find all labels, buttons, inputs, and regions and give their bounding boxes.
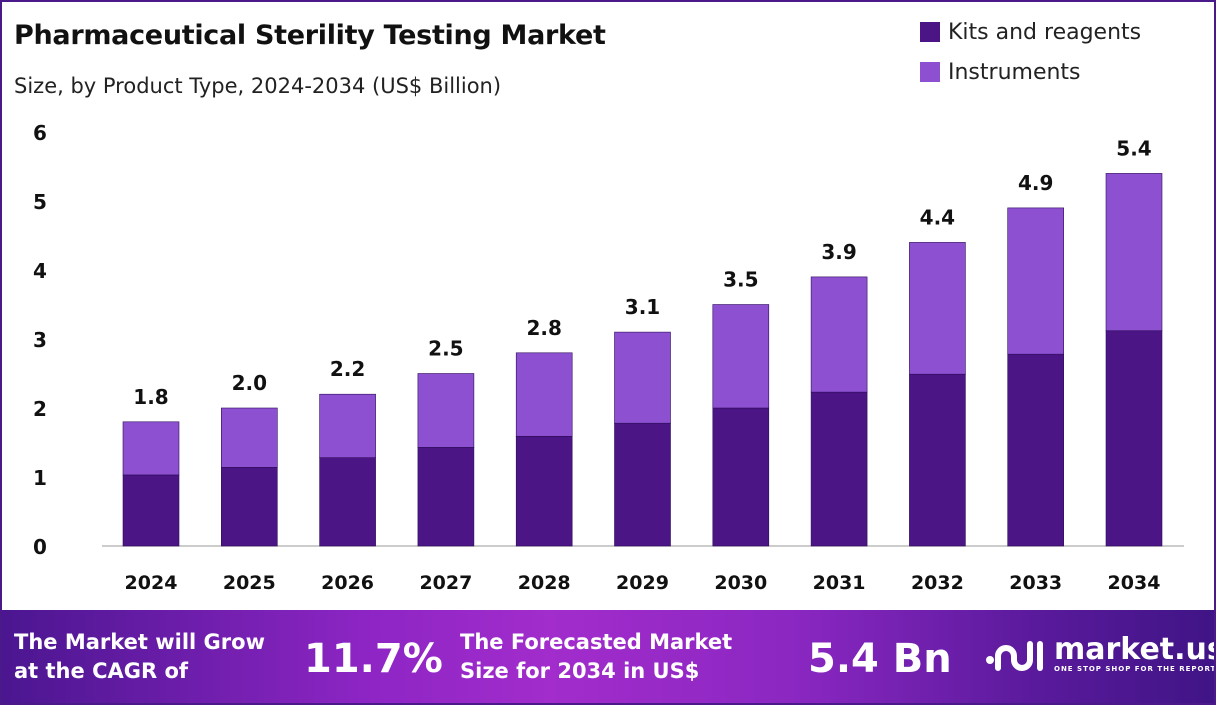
bar-kits-2025: [221, 467, 278, 547]
y-tick-label: 3: [33, 328, 47, 352]
logo-tagline: ONE STOP SHOP FOR THE REPORTS: [1054, 665, 1216, 673]
x-tick-label: 2029: [616, 572, 669, 594]
cagr-line-1: The Market will Grow: [14, 630, 265, 654]
bar-kits-2027: [417, 447, 475, 547]
legend-swatch-instruments: [920, 62, 940, 82]
y-tick-label: 2: [33, 397, 47, 421]
total-label-2033: 4.9: [1018, 171, 1053, 195]
bar-instruments-2028: [515, 352, 573, 437]
bar-kits-2031: [810, 391, 868, 547]
x-tick-label: 2028: [518, 572, 571, 594]
cagr-value: 11.7%: [304, 636, 443, 682]
bar-kits-2024: [122, 474, 180, 547]
y-tick-label: 0: [33, 535, 47, 559]
bar-chart: 0 1 2 3 4 5 6 1.8 2024 2.0 2025 2.2 2026 2.5 2027 2.8 20…: [33, 121, 1184, 594]
bar-kits-2030: [712, 407, 770, 547]
forecast-value: 5.4 Bn: [808, 636, 952, 682]
total-label-2032: 4.4: [920, 205, 955, 229]
x-tick-label: 2026: [321, 572, 374, 594]
bar-instruments-2026: [319, 393, 376, 458]
total-label-2034: 5.4: [1116, 136, 1151, 160]
x-tick-label: 2032: [911, 572, 964, 594]
total-label-2024: 1.8: [133, 385, 168, 409]
total-label-2028: 2.8: [526, 316, 561, 340]
logo-name: market.us: [1054, 632, 1216, 667]
total-label-2026: 2.2: [330, 357, 365, 381]
bar-kits-2026: [319, 457, 376, 547]
x-tick-label: 2024: [125, 572, 178, 594]
forecast-text: The Forecasted Market Size for 2034 in U…: [460, 628, 732, 686]
legend: Kits and reagents Instruments: [920, 12, 1141, 92]
market-us-logo-icon: [986, 641, 1043, 671]
bar-instruments-2033: [1007, 207, 1065, 355]
market-us-logo: market.us ONE STOP SHOP FOR THE REPORTS: [984, 632, 1216, 674]
chart-title: Pharmaceutical Sterility Testing Market: [14, 20, 606, 51]
y-tick-label: 6: [33, 121, 47, 145]
total-label-2025: 2.0: [232, 371, 267, 395]
legend-label-kits: Kits and reagents: [948, 19, 1142, 45]
total-label-2027: 2.5: [428, 337, 463, 361]
legend-label-instruments: Instruments: [948, 59, 1081, 85]
cagr-line-2: at the CAGR of: [14, 659, 189, 683]
bar-instruments-2024: [122, 421, 180, 476]
forecast-line-2: Size for 2034 in US$: [460, 659, 700, 683]
x-tick-label: 2025: [223, 572, 276, 594]
cagr-text: The Market will Grow at the CAGR of: [14, 628, 265, 686]
x-tick-label: 2030: [714, 572, 767, 594]
x-tick-label: 2034: [1108, 572, 1161, 594]
legend-swatch-kits: [920, 22, 940, 42]
bar-instruments-2030: [712, 304, 770, 409]
legend-item-kits: Kits and reagents: [920, 12, 1141, 52]
x-tick-label: 2027: [419, 572, 472, 594]
y-tick-label: 4: [33, 259, 47, 283]
bar-kits-2032: [909, 373, 966, 547]
forecast-line-1: The Forecasted Market: [460, 630, 733, 654]
bar-instruments-2034: [1105, 173, 1163, 332]
chart-subtitle: Size, by Product Type, 2024-2034 (US$ Bi…: [14, 74, 502, 98]
footer-banner: The Market will Grow at the CAGR of 11.7…: [2, 610, 1216, 703]
total-label-2030: 3.5: [723, 268, 758, 292]
total-label-2029: 3.1: [625, 295, 660, 319]
bar-instruments-2032: [909, 242, 966, 375]
bar-kits-2029: [614, 422, 671, 547]
y-tick-label: 5: [33, 190, 47, 214]
total-label-2031: 3.9: [821, 240, 856, 264]
bar-instruments-2025: [221, 407, 278, 468]
bar-kits-2033: [1007, 353, 1065, 547]
bar-kits-2034: [1105, 330, 1163, 547]
legend-item-instruments: Instruments: [920, 52, 1141, 92]
bar-kits-2028: [515, 435, 573, 547]
x-tick-label: 2033: [1009, 572, 1062, 594]
y-tick-label: 1: [33, 466, 47, 490]
bar-instruments-2029: [614, 331, 671, 424]
bar-instruments-2031: [810, 276, 868, 393]
bar-instruments-2027: [417, 373, 475, 448]
x-tick-label: 2031: [813, 572, 866, 594]
